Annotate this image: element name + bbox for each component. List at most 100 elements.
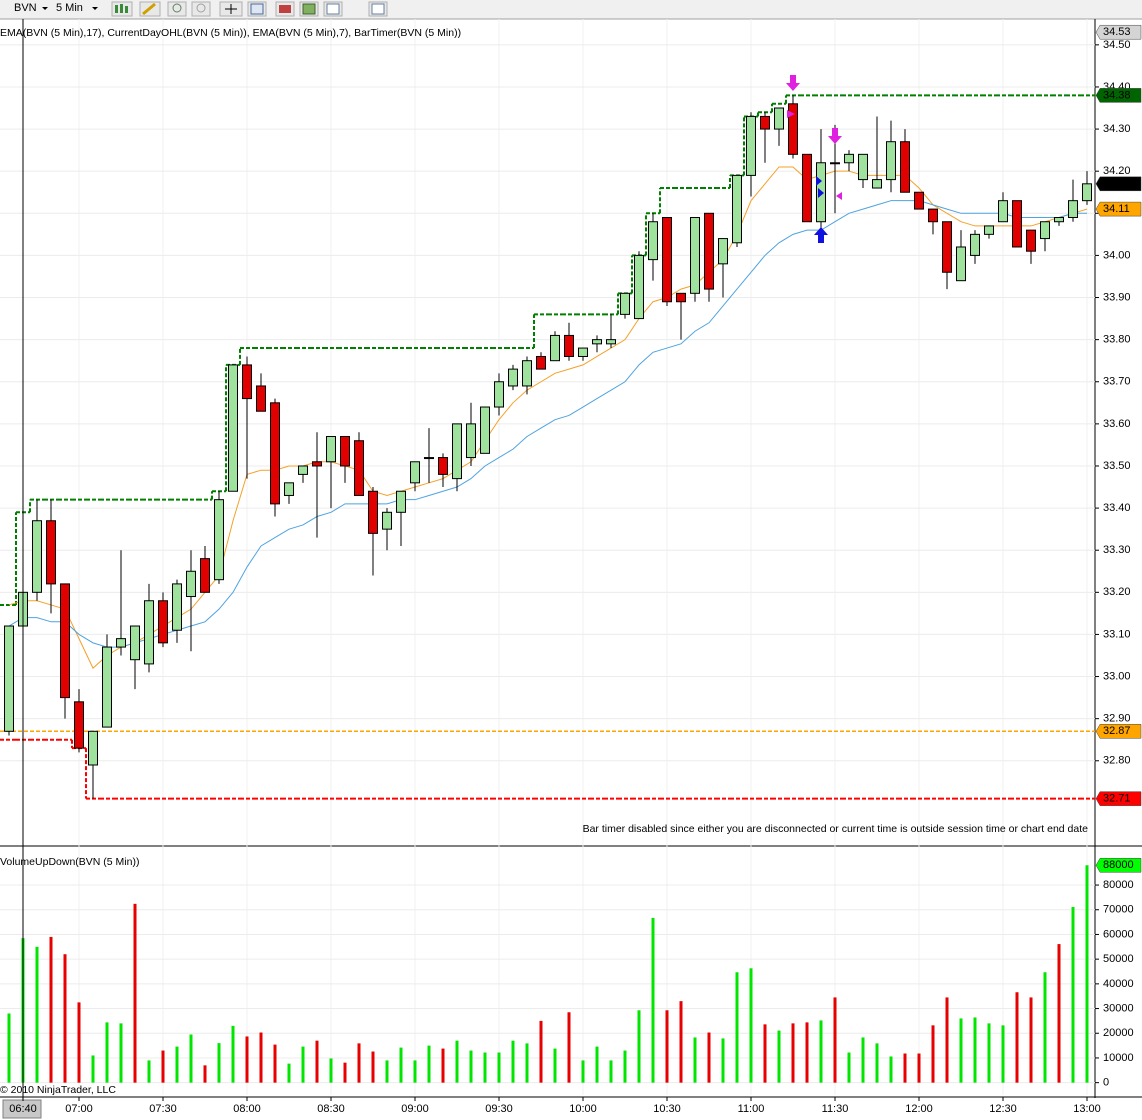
candle-body (494, 381, 504, 408)
price-marker (1095, 24, 1142, 40)
volume-bar (959, 1018, 963, 1083)
y-tick-label: 10000 (1103, 1052, 1134, 1064)
volume-bar (49, 936, 53, 1083)
price-marker (1095, 176, 1142, 192)
volume-bar (847, 1052, 851, 1083)
candle-body (508, 368, 518, 387)
candle-body (270, 402, 280, 505)
candle-body (1040, 221, 1050, 240)
volume-bar (119, 1023, 123, 1083)
candle-body (256, 385, 266, 412)
price-marker-label: 34.53 (1103, 26, 1131, 38)
candle-body (1068, 200, 1078, 219)
x-tick-label: 11:30 (822, 1103, 849, 1115)
volume-bar (525, 1043, 529, 1083)
volume-bar (833, 997, 837, 1083)
volume-bar (721, 1038, 725, 1083)
price-marker-label: 32.87 (1103, 725, 1131, 737)
volume-bar (455, 1040, 459, 1083)
volume-bar (63, 954, 67, 1083)
price-marker (1095, 88, 1142, 103)
candle-body (186, 570, 196, 598)
candle-body (242, 364, 252, 400)
y-tick-label: 50000 (1103, 953, 1134, 965)
candle-body (522, 360, 532, 387)
candle-body (74, 701, 84, 749)
candle-body (158, 600, 168, 644)
price-marker-label: 34.38 (1103, 89, 1131, 101)
candle-body (536, 355, 546, 370)
interval-dropdown-arrow[interactable] (92, 7, 98, 10)
price-marker-label: 34.11 (1103, 203, 1130, 215)
y-tick-label: 80000 (1103, 879, 1134, 891)
y-tick-label: 33.00 (1103, 670, 1131, 682)
candle-body (172, 583, 182, 631)
volume-bar (931, 1025, 935, 1083)
volume-bar (105, 1022, 109, 1083)
volume-bar (175, 1046, 179, 1083)
y-tick-label: 33.70 (1103, 376, 1131, 388)
volume-bar (427, 1045, 431, 1083)
candle-body (648, 221, 658, 261)
candle-body (998, 200, 1008, 223)
volume-bar (945, 997, 949, 1083)
exit-marker (836, 192, 842, 200)
volume-bar (287, 1063, 291, 1083)
candle-body (368, 490, 378, 534)
volume-bar (735, 972, 739, 1083)
candle-body (690, 217, 700, 294)
y-tick-label: 60000 (1103, 928, 1134, 940)
symbol-selector[interactable]: BVN (14, 2, 37, 14)
volume-bar (147, 1060, 151, 1083)
icon-glyph (302, 3, 316, 15)
volume-bar (7, 1013, 11, 1083)
volume-bar (1029, 997, 1033, 1083)
volume-bar (623, 1050, 627, 1083)
candle-body (914, 191, 924, 210)
icon-glyph (172, 3, 182, 13)
entry-marker (818, 188, 824, 198)
volume-bar (77, 1002, 81, 1083)
symbol-dropdown-arrow[interactable] (42, 7, 48, 10)
candle-body (4, 625, 14, 732)
volume-bar (469, 1050, 473, 1083)
candle-body (480, 406, 490, 454)
volume-bar (511, 1040, 515, 1083)
candle-body (116, 638, 126, 648)
zoom-out-button[interactable] (191, 1, 211, 17)
candle-body (942, 221, 952, 273)
candle-body (144, 600, 154, 665)
y-tick-label: 70000 (1103, 904, 1134, 916)
y-tick-label: 33.30 (1103, 544, 1131, 556)
candle-body (298, 465, 308, 475)
interval-selector[interactable]: 5 Min (56, 2, 83, 14)
price-marker (1095, 858, 1142, 873)
zoom-in-button[interactable] (167, 1, 187, 17)
volume-bar (91, 1055, 95, 1083)
volume-bar (763, 1024, 767, 1083)
candle-body (858, 153, 868, 181)
volume-bar (539, 1020, 543, 1083)
volume-bar (581, 1060, 585, 1083)
sell-arrow (786, 75, 800, 91)
bar-timer-message: Bar timer disabled since either you are … (583, 823, 1089, 835)
volume-bar (315, 1040, 319, 1083)
volume-bar (329, 1058, 333, 1083)
volume-bar (805, 1022, 809, 1083)
icon-glyph (142, 2, 156, 16)
candle-body (410, 461, 420, 484)
candle-body (396, 490, 406, 513)
price-marker (1095, 201, 1142, 217)
y-tick-label: 33.60 (1103, 418, 1131, 430)
candle-body (550, 334, 560, 362)
price-panel-title: EMA(BVN (5 Min),17), CurrentDayOHL(BVN (… (0, 27, 461, 39)
copyright: © 2010 NinjaTrader, LLC (0, 1084, 116, 1096)
candle-body (46, 520, 56, 585)
y-tick-label: 40000 (1103, 978, 1134, 990)
candle-body (732, 174, 742, 244)
y-tick-label: 34.00 (1103, 249, 1131, 261)
volume-bar (861, 1037, 865, 1083)
x-tick-label: 07:30 (149, 1103, 177, 1115)
